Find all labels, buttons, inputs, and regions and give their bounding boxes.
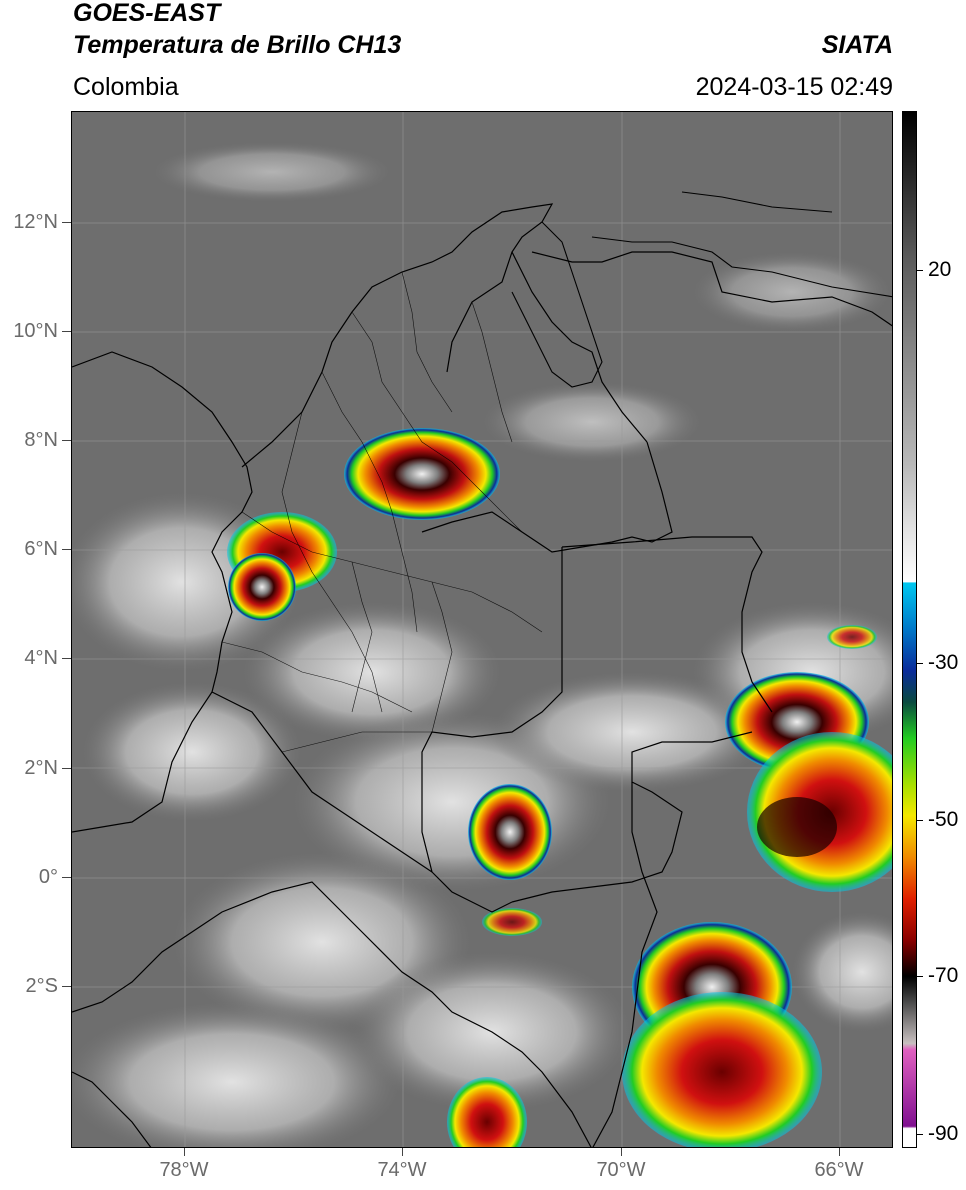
satellite-map[interactable] (71, 111, 893, 1148)
departments (221, 271, 543, 753)
cbar-tick (917, 976, 923, 977)
lat-label: 6°N (24, 538, 58, 560)
lon-tick (184, 1148, 185, 1156)
lon-label: 66°W (814, 1159, 864, 1181)
lon-tick (402, 1148, 403, 1156)
lat-tick (62, 986, 71, 987)
lon-tick (839, 1148, 840, 1156)
lat-tick (62, 549, 71, 550)
graticule (72, 112, 892, 1147)
cbar-label: -30 (928, 651, 959, 674)
colorbar (902, 111, 917, 1148)
lat-tick (62, 877, 71, 878)
lat-tick (62, 658, 71, 659)
satellite-title: GOES-EAST (73, 0, 221, 27)
storm-cells (227, 428, 892, 1147)
lat-label: 4°N (24, 647, 58, 669)
lat-label: 0° (38, 866, 58, 888)
lon-tick (621, 1148, 622, 1156)
source-label: SIATA (821, 31, 893, 59)
cbar-label: -90 (928, 1122, 959, 1145)
map-svg (72, 112, 892, 1147)
lon-label: 74°W (377, 1159, 427, 1181)
region-label: Colombia (73, 73, 179, 101)
cbar-tick (917, 1134, 923, 1135)
borders (72, 203, 892, 1147)
cbar-label: -70 (928, 964, 959, 987)
lon-label: 70°W (596, 1159, 646, 1181)
cbar-tick (917, 820, 923, 821)
lat-label: 10°N (13, 320, 58, 342)
cbar-label: -50 (928, 808, 959, 831)
lat-tick (62, 440, 71, 441)
cbar-tick (917, 663, 923, 664)
lat-tick (62, 331, 71, 332)
lat-label: 2°S (25, 975, 58, 997)
cbar-tick (917, 270, 923, 271)
lat-label: 2°N (24, 757, 58, 779)
lat-tick (62, 768, 71, 769)
venezuela-coast (511, 191, 892, 388)
product-title: Temperatura de Brillo CH13 (73, 31, 402, 59)
lon-label: 78°W (159, 1159, 209, 1181)
datetime-label: 2024-03-15 02:49 (695, 73, 893, 101)
lat-label: 12°N (13, 211, 58, 233)
lat-label: 8°N (24, 429, 58, 451)
cbar-label: 20 (928, 258, 952, 281)
lat-tick (62, 222, 71, 223)
